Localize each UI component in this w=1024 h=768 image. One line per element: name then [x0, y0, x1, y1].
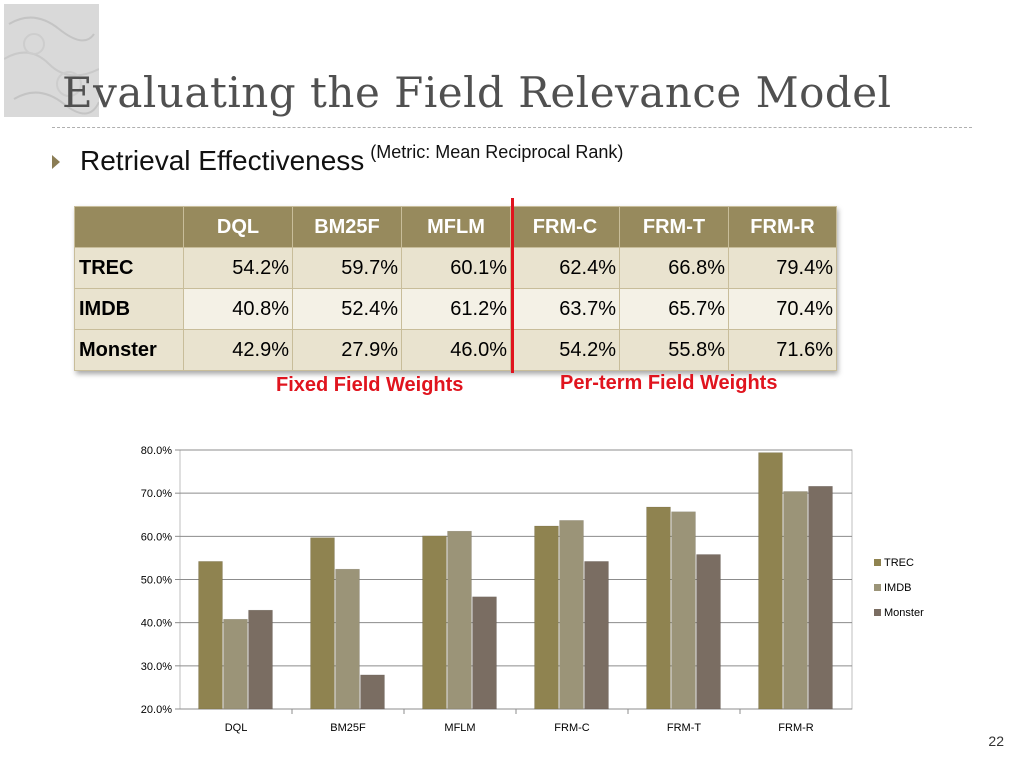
slide-title: Evaluating the Field Relevance Model: [62, 68, 892, 117]
row-label: TREC: [74, 247, 184, 289]
bullet-arrow-icon: [52, 154, 60, 169]
bar-trec-frm-r: [758, 452, 783, 710]
corner-decoration: [4, 4, 99, 117]
bar-monster-dql: [248, 609, 273, 710]
table-row: Monster 42.9% 27.9% 46.0% 54.2% 55.8% 71…: [74, 329, 837, 371]
table-cell: 46.0%: [401, 329, 511, 371]
method-divider-line: [511, 198, 514, 373]
bar-imdb-frm-t: [671, 511, 696, 710]
fixed-weights-label: Fixed Field Weights: [276, 374, 464, 396]
header-cell: FRM-T: [619, 206, 729, 248]
bullet-row: Retrieval Effectiveness (Metric: Mean Rec…: [52, 142, 624, 177]
header-cell: FRM-C: [510, 206, 620, 248]
header-cell: MFLM: [401, 206, 511, 248]
bullet-text: Retrieval Effectiveness: [80, 145, 365, 176]
bar-monster-frm-r: [808, 486, 833, 710]
row-label: Monster: [74, 329, 184, 371]
header-cell: FRM-R: [728, 206, 837, 248]
table-cell: 42.9%: [183, 329, 293, 371]
legend-swatch: [874, 584, 881, 591]
bar-trec-frm-c: [534, 525, 559, 710]
bar-monster-mflm: [472, 596, 497, 710]
bar-imdb-dql: [223, 618, 248, 710]
bar-imdb-mflm: [447, 530, 472, 710]
x-tick-label: BM25F: [330, 722, 366, 734]
bar-trec-dql: [198, 561, 223, 710]
results-table-wrapper: DQL BM25F MFLM FRM-C FRM-T FRM-R TREC 54…: [74, 206, 837, 371]
bar-monster-bm25f: [360, 674, 385, 710]
per-term-weights-label: Per-term Field Weights: [560, 372, 778, 394]
bar-imdb-frm-c: [559, 520, 584, 710]
bar-imdb-frm-r: [783, 491, 808, 710]
bar-imdb-bm25f: [335, 568, 360, 710]
legend-label: Monster: [884, 607, 924, 619]
y-tick-label: 70.0%: [141, 488, 172, 500]
table-cell: 71.6%: [728, 329, 837, 371]
title-divider: [52, 127, 972, 128]
table-cell: 27.9%: [292, 329, 402, 371]
x-tick-label: FRM-C: [554, 722, 589, 734]
table-cell: 40.8%: [183, 288, 293, 330]
bar-trec-bm25f: [310, 537, 335, 710]
bar-monster-frm-c: [584, 561, 609, 710]
row-label: IMDB: [74, 288, 184, 330]
table-header-row: DQL BM25F MFLM FRM-C FRM-T FRM-R: [74, 206, 837, 248]
results-table: DQL BM25F MFLM FRM-C FRM-T FRM-R TREC 54…: [74, 206, 837, 371]
bar-monster-frm-t: [696, 554, 721, 710]
table-cell: 60.1%: [401, 247, 511, 289]
table-cell: 66.8%: [619, 247, 729, 289]
header-cell: BM25F: [292, 206, 402, 248]
table-cell: 62.4%: [510, 247, 620, 289]
table-cell: 54.2%: [510, 329, 620, 371]
table-row: TREC 54.2% 59.7% 60.1% 62.4% 66.8% 79.4%: [74, 247, 837, 289]
table-cell: 61.2%: [401, 288, 511, 330]
table-cell: 70.4%: [728, 288, 837, 330]
y-tick-label: 40.0%: [141, 618, 172, 630]
table-cell: 59.7%: [292, 247, 402, 289]
legend-label: IMDB: [884, 582, 912, 594]
y-tick-label: 20.0%: [141, 704, 172, 716]
header-cell: DQL: [183, 206, 293, 248]
y-tick-label: 30.0%: [141, 661, 172, 673]
bullet-note: (Metric: Mean Reciprocal Rank): [370, 142, 624, 162]
x-tick-label: FRM-R: [778, 722, 813, 734]
table-cell: 54.2%: [183, 247, 293, 289]
table-cell: 79.4%: [728, 247, 837, 289]
y-tick-label: 50.0%: [141, 575, 172, 587]
table-row: IMDB 40.8% 52.4% 61.2% 63.7% 65.7% 70.4%: [74, 288, 837, 330]
legend-label: TREC: [884, 557, 914, 569]
legend-swatch: [874, 609, 881, 616]
x-tick-label: FRM-T: [667, 722, 701, 734]
bar-trec-mflm: [422, 535, 447, 710]
page-number: 22: [988, 733, 1004, 749]
x-tick-label: DQL: [225, 722, 248, 734]
bar-trec-frm-t: [646, 506, 671, 710]
table-cell: 63.7%: [510, 288, 620, 330]
y-tick-label: 60.0%: [141, 531, 172, 543]
table-cell: 55.8%: [619, 329, 729, 371]
header-cell: [74, 206, 184, 248]
y-tick-label: 80.0%: [141, 445, 172, 457]
x-tick-label: MFLM: [444, 722, 475, 734]
legend-swatch: [874, 559, 881, 566]
